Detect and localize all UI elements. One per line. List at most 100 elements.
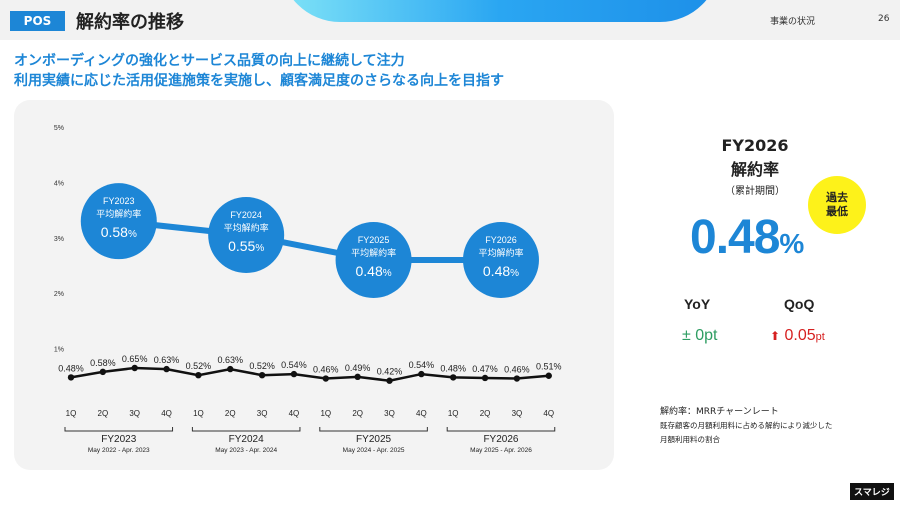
fiscal-year-period: May 2024 - Apr. 2025 bbox=[343, 447, 405, 454]
average-bubble-unit: % bbox=[510, 268, 519, 279]
data-label: 0.49% bbox=[345, 363, 371, 373]
page-number: 26 bbox=[878, 14, 890, 24]
quarterly-churn-line bbox=[70, 366, 549, 382]
data-label: 0.46% bbox=[313, 365, 339, 375]
quarterly-point bbox=[545, 372, 552, 379]
x-tick-label: 1Q bbox=[193, 409, 204, 418]
x-tick-label: 2Q bbox=[98, 409, 109, 418]
kpi-value: 0.48% bbox=[690, 210, 804, 265]
data-label: 0.52% bbox=[186, 361, 212, 371]
note-title: 解約率：MRRチャーンレート bbox=[660, 407, 779, 417]
yoy-value: ± 0pt bbox=[682, 327, 718, 344]
data-label: 0.63% bbox=[154, 355, 180, 365]
x-tick-label: 2Q bbox=[225, 409, 236, 418]
yoy-label: YoY bbox=[684, 296, 711, 312]
fiscal-year-period: May 2022 - Apr. 2023 bbox=[88, 447, 150, 454]
kpi-value-number: 0.48 bbox=[690, 211, 780, 264]
fiscal-year-bracket bbox=[446, 427, 556, 432]
badge-line-1: 過去 bbox=[826, 191, 848, 204]
average-bubble-unit: % bbox=[128, 229, 137, 240]
data-label: 0.48% bbox=[58, 363, 84, 373]
fiscal-year-period: May 2023 - Apr. 2024 bbox=[215, 447, 277, 454]
quarterly-point bbox=[195, 371, 202, 379]
x-tick-label: 1Q bbox=[448, 409, 459, 418]
x-tick-label: 3Q bbox=[257, 409, 268, 418]
average-bubble-fy: FY2025 bbox=[358, 235, 390, 245]
record-low-badge: 過去 最低 bbox=[808, 176, 866, 234]
smaregi-logo: スマレジ bbox=[850, 483, 894, 500]
average-bubble-label: 平均解約率 bbox=[351, 247, 396, 259]
data-label: 0.54% bbox=[409, 360, 435, 370]
y-tick-label: 4% bbox=[54, 180, 64, 187]
section-label: 事業の状況 bbox=[770, 17, 816, 27]
x-tick-label: 2Q bbox=[352, 409, 363, 418]
average-bubble-label: 平均解約率 bbox=[478, 247, 523, 259]
y-tick-label: 3% bbox=[54, 236, 64, 243]
qoq-label: QoQ bbox=[784, 296, 815, 312]
average-bubble-fy2025 bbox=[335, 221, 412, 298]
x-tick-label: 1Q bbox=[66, 409, 77, 418]
data-label: 0.47% bbox=[472, 364, 498, 374]
x-tick-label: 4Q bbox=[543, 409, 554, 418]
headline-line-2: 利用実績に応じた活用促進施策を実施し、顧客満足度のさらなる向上を目指す bbox=[14, 73, 504, 89]
average-bubble-fy: FY2026 bbox=[485, 235, 517, 245]
fiscal-year-period: May 2025 - Apr. 2026 bbox=[470, 447, 532, 454]
data-label: 0.63% bbox=[217, 355, 243, 365]
kpi-subtitle: （累計期間） bbox=[725, 186, 785, 197]
data-label: 0.42% bbox=[377, 367, 403, 377]
page-title: 解約率の推移 bbox=[76, 12, 184, 33]
badge-line-2: 最低 bbox=[826, 205, 848, 218]
y-tick-label: 1% bbox=[54, 347, 64, 354]
note-line-1: 既存顧客の月額利用料に占める解約により減少した bbox=[660, 421, 833, 430]
data-label: 0.46% bbox=[504, 365, 530, 375]
data-label: 0.58% bbox=[90, 358, 116, 368]
qoq-value: ⬆ 0.05pt bbox=[770, 327, 825, 345]
y-tick-label: 5% bbox=[54, 125, 64, 132]
average-connector-line bbox=[118, 218, 501, 263]
quarterly-point bbox=[513, 375, 521, 382]
x-tick-label: 4Q bbox=[289, 409, 300, 418]
average-bubble-label: 平均解約率 bbox=[96, 208, 141, 220]
y-tick-label: 2% bbox=[54, 291, 64, 298]
quarterly-point bbox=[450, 374, 457, 381]
average-bubble-fy2026 bbox=[462, 221, 539, 298]
quarterly-point bbox=[386, 377, 393, 384]
pos-tag: POS bbox=[10, 11, 65, 31]
data-label: 0.52% bbox=[249, 361, 275, 371]
quarterly-point bbox=[131, 364, 138, 372]
quarterly-point bbox=[163, 365, 170, 373]
header-decoration bbox=[280, 0, 720, 22]
quarterly-point bbox=[322, 375, 329, 382]
fiscal-year-bracket bbox=[64, 427, 174, 432]
quarterly-point bbox=[67, 374, 75, 381]
average-bubble-value: 0.48% bbox=[483, 263, 519, 279]
x-tick-label: 2Q bbox=[480, 409, 491, 418]
average-bubble-value: 0.48% bbox=[355, 263, 391, 279]
fiscal-year-bracket bbox=[319, 427, 428, 432]
kpi-value-unit: % bbox=[779, 228, 805, 259]
note-line-2: 月額利用料の割合 bbox=[660, 435, 720, 444]
data-label: 0.48% bbox=[440, 363, 466, 373]
qoq-unit: pt bbox=[815, 331, 825, 343]
kpi-title-fy: FY2026 bbox=[721, 136, 789, 155]
data-label: 0.54% bbox=[281, 360, 307, 370]
fiscal-year-label: FY2024 bbox=[229, 434, 264, 445]
data-label: 0.65% bbox=[122, 354, 148, 364]
average-bubble-fy: FY2023 bbox=[103, 196, 135, 206]
quarterly-point bbox=[258, 371, 266, 379]
x-tick-label: 4Q bbox=[161, 409, 172, 418]
average-bubble-value: 0.58% bbox=[101, 224, 137, 240]
fiscal-year-bracket bbox=[191, 427, 301, 432]
x-tick-label: 1Q bbox=[320, 409, 331, 418]
x-tick-label: 4Q bbox=[416, 409, 427, 418]
quarterly-point bbox=[290, 370, 298, 378]
average-bubble-fy2024 bbox=[208, 197, 285, 274]
headline-line-1: オンボーディングの強化とサービス品質の向上に継続して注力 bbox=[14, 53, 405, 69]
x-tick-label: 3Q bbox=[512, 409, 523, 418]
quarterly-point bbox=[481, 374, 489, 382]
average-bubble-fy: FY2024 bbox=[230, 210, 262, 220]
quarterly-point bbox=[99, 368, 107, 376]
x-tick-label: 3Q bbox=[129, 409, 140, 418]
fiscal-year-label: FY2023 bbox=[101, 434, 136, 445]
